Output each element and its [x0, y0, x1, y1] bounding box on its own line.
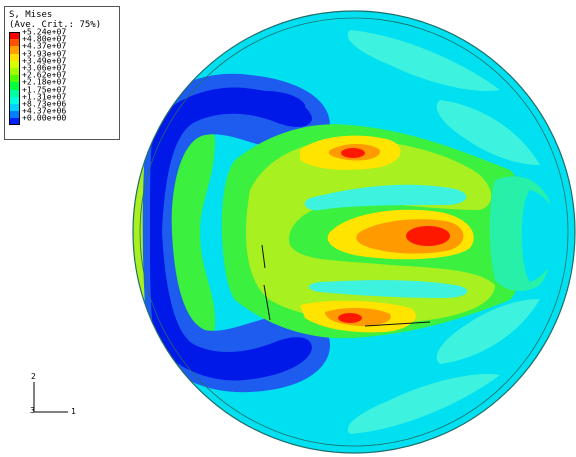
legend-level-label: +1.75e+07 — [22, 83, 67, 94]
hotspot-mid — [406, 226, 450, 246]
legend-level-label: +0.00e+00 — [22, 112, 67, 123]
triad-axis-1-label: 1 — [71, 407, 76, 416]
legend-level-label: +1.31e+07 — [22, 91, 67, 102]
band-left-darkblue-bottom — [150, 232, 312, 381]
legend-level-row: +4.80e+07 — [9, 33, 119, 47]
legend-color-swatch — [9, 82, 20, 90]
legend-title: S, Mises — [9, 10, 53, 20]
legend-color-swatch — [9, 67, 20, 76]
band-outer-lightcyan-right — [436, 100, 540, 165]
legend-level-row: +3.49e+07 — [9, 56, 119, 68]
legend-level-row: +3.93e+07 — [9, 49, 119, 61]
legend-color-swatch — [9, 53, 20, 61]
legend-level-label: +2.18e+07 — [22, 76, 67, 87]
legend-color-swatch — [9, 39, 20, 47]
feature-line-left-upper — [261, 244, 266, 269]
legend-level-label: +4.80e+07 — [22, 33, 67, 44]
legend-level-row: +2.62e+07 — [9, 69, 119, 83]
disk-rim-inner — [139, 17, 569, 447]
band-outer-lightcyan-top — [347, 30, 500, 91]
band-cyan-stripe-bottom — [308, 280, 468, 298]
band-blue-core-top — [248, 90, 306, 116]
legend-level-row: +0.00e+00 — [9, 112, 119, 126]
triad-axis-3-label: 3 — [30, 406, 35, 415]
legend-level-label: +2.62e+07 — [22, 69, 67, 80]
legend-level-label: +4.37e+06 — [22, 105, 67, 116]
hotspot-bottom — [338, 313, 362, 323]
legend-level-row: +4.37e+07 — [9, 40, 119, 54]
hotspot-top — [341, 148, 365, 158]
feature-line-left-lower — [263, 284, 271, 321]
legend-color-swatch — [9, 89, 20, 97]
legend-level-row: +4.37e+06 — [9, 106, 119, 119]
legend-subtitle: (Ave. Crit.: 75%) — [9, 20, 102, 30]
feature-line-bottom — [364, 321, 431, 327]
legend-color-swatch — [9, 111, 20, 119]
legend-level-label: +5.24e+07 — [22, 26, 67, 37]
disk-rim-outer — [132, 10, 576, 454]
band-yellow-green — [246, 139, 495, 324]
legend-level-row: +1.31e+07 — [9, 92, 119, 104]
legend-level-row: +3.06e+07 — [9, 63, 119, 76]
legend-color-swatch — [9, 32, 20, 40]
legend-level-label: +4.37e+07 — [22, 40, 67, 51]
band-right-cyan — [521, 190, 560, 282]
legend-level-row: +2.18e+07 — [9, 76, 119, 90]
legend-scale: +5.24e+07 +4.80e+07 +4.37e+07 +3.93e+07 +3.4… — [9, 27, 119, 126]
legend-level-row: +1.75e+07 — [9, 85, 119, 97]
legend-level-label: +3.06e+07 — [22, 62, 67, 73]
legend-level-label: +3.49e+07 — [22, 55, 67, 66]
legend-color-swatch — [9, 118, 20, 126]
coordinate-triad: 2 3 1 — [20, 360, 90, 430]
legend-level-label: +3.93e+07 — [22, 47, 67, 58]
triad-axis-2-label: 2 — [31, 372, 36, 381]
band-outer-lightcyan-right2 — [436, 299, 540, 364]
legend-color-swatch — [9, 60, 20, 68]
triad-axes — [33, 382, 68, 413]
legend-level-row: +8.73e+06 — [9, 99, 119, 112]
band-cyan-stripe-top — [304, 184, 467, 211]
band-left-darkblue-top — [150, 87, 312, 232]
band-blue-core-bottom — [248, 347, 306, 372]
contour-legend[interactable]: S, Mises (Ave. Crit.: 75%) +5.24e+07 +4.8… — [4, 6, 120, 140]
legend-color-swatch — [9, 75, 20, 83]
legend-level-label: +8.73e+06 — [22, 98, 67, 109]
legend-level-row: +5.24e+07 — [9, 27, 119, 40]
band-outer-lightcyan-bottom — [347, 374, 500, 434]
legend-color-swatch — [9, 46, 20, 54]
contour-bands — [133, 30, 560, 434]
legend-color-swatch — [9, 103, 20, 112]
legend-color-swatch — [9, 96, 20, 104]
